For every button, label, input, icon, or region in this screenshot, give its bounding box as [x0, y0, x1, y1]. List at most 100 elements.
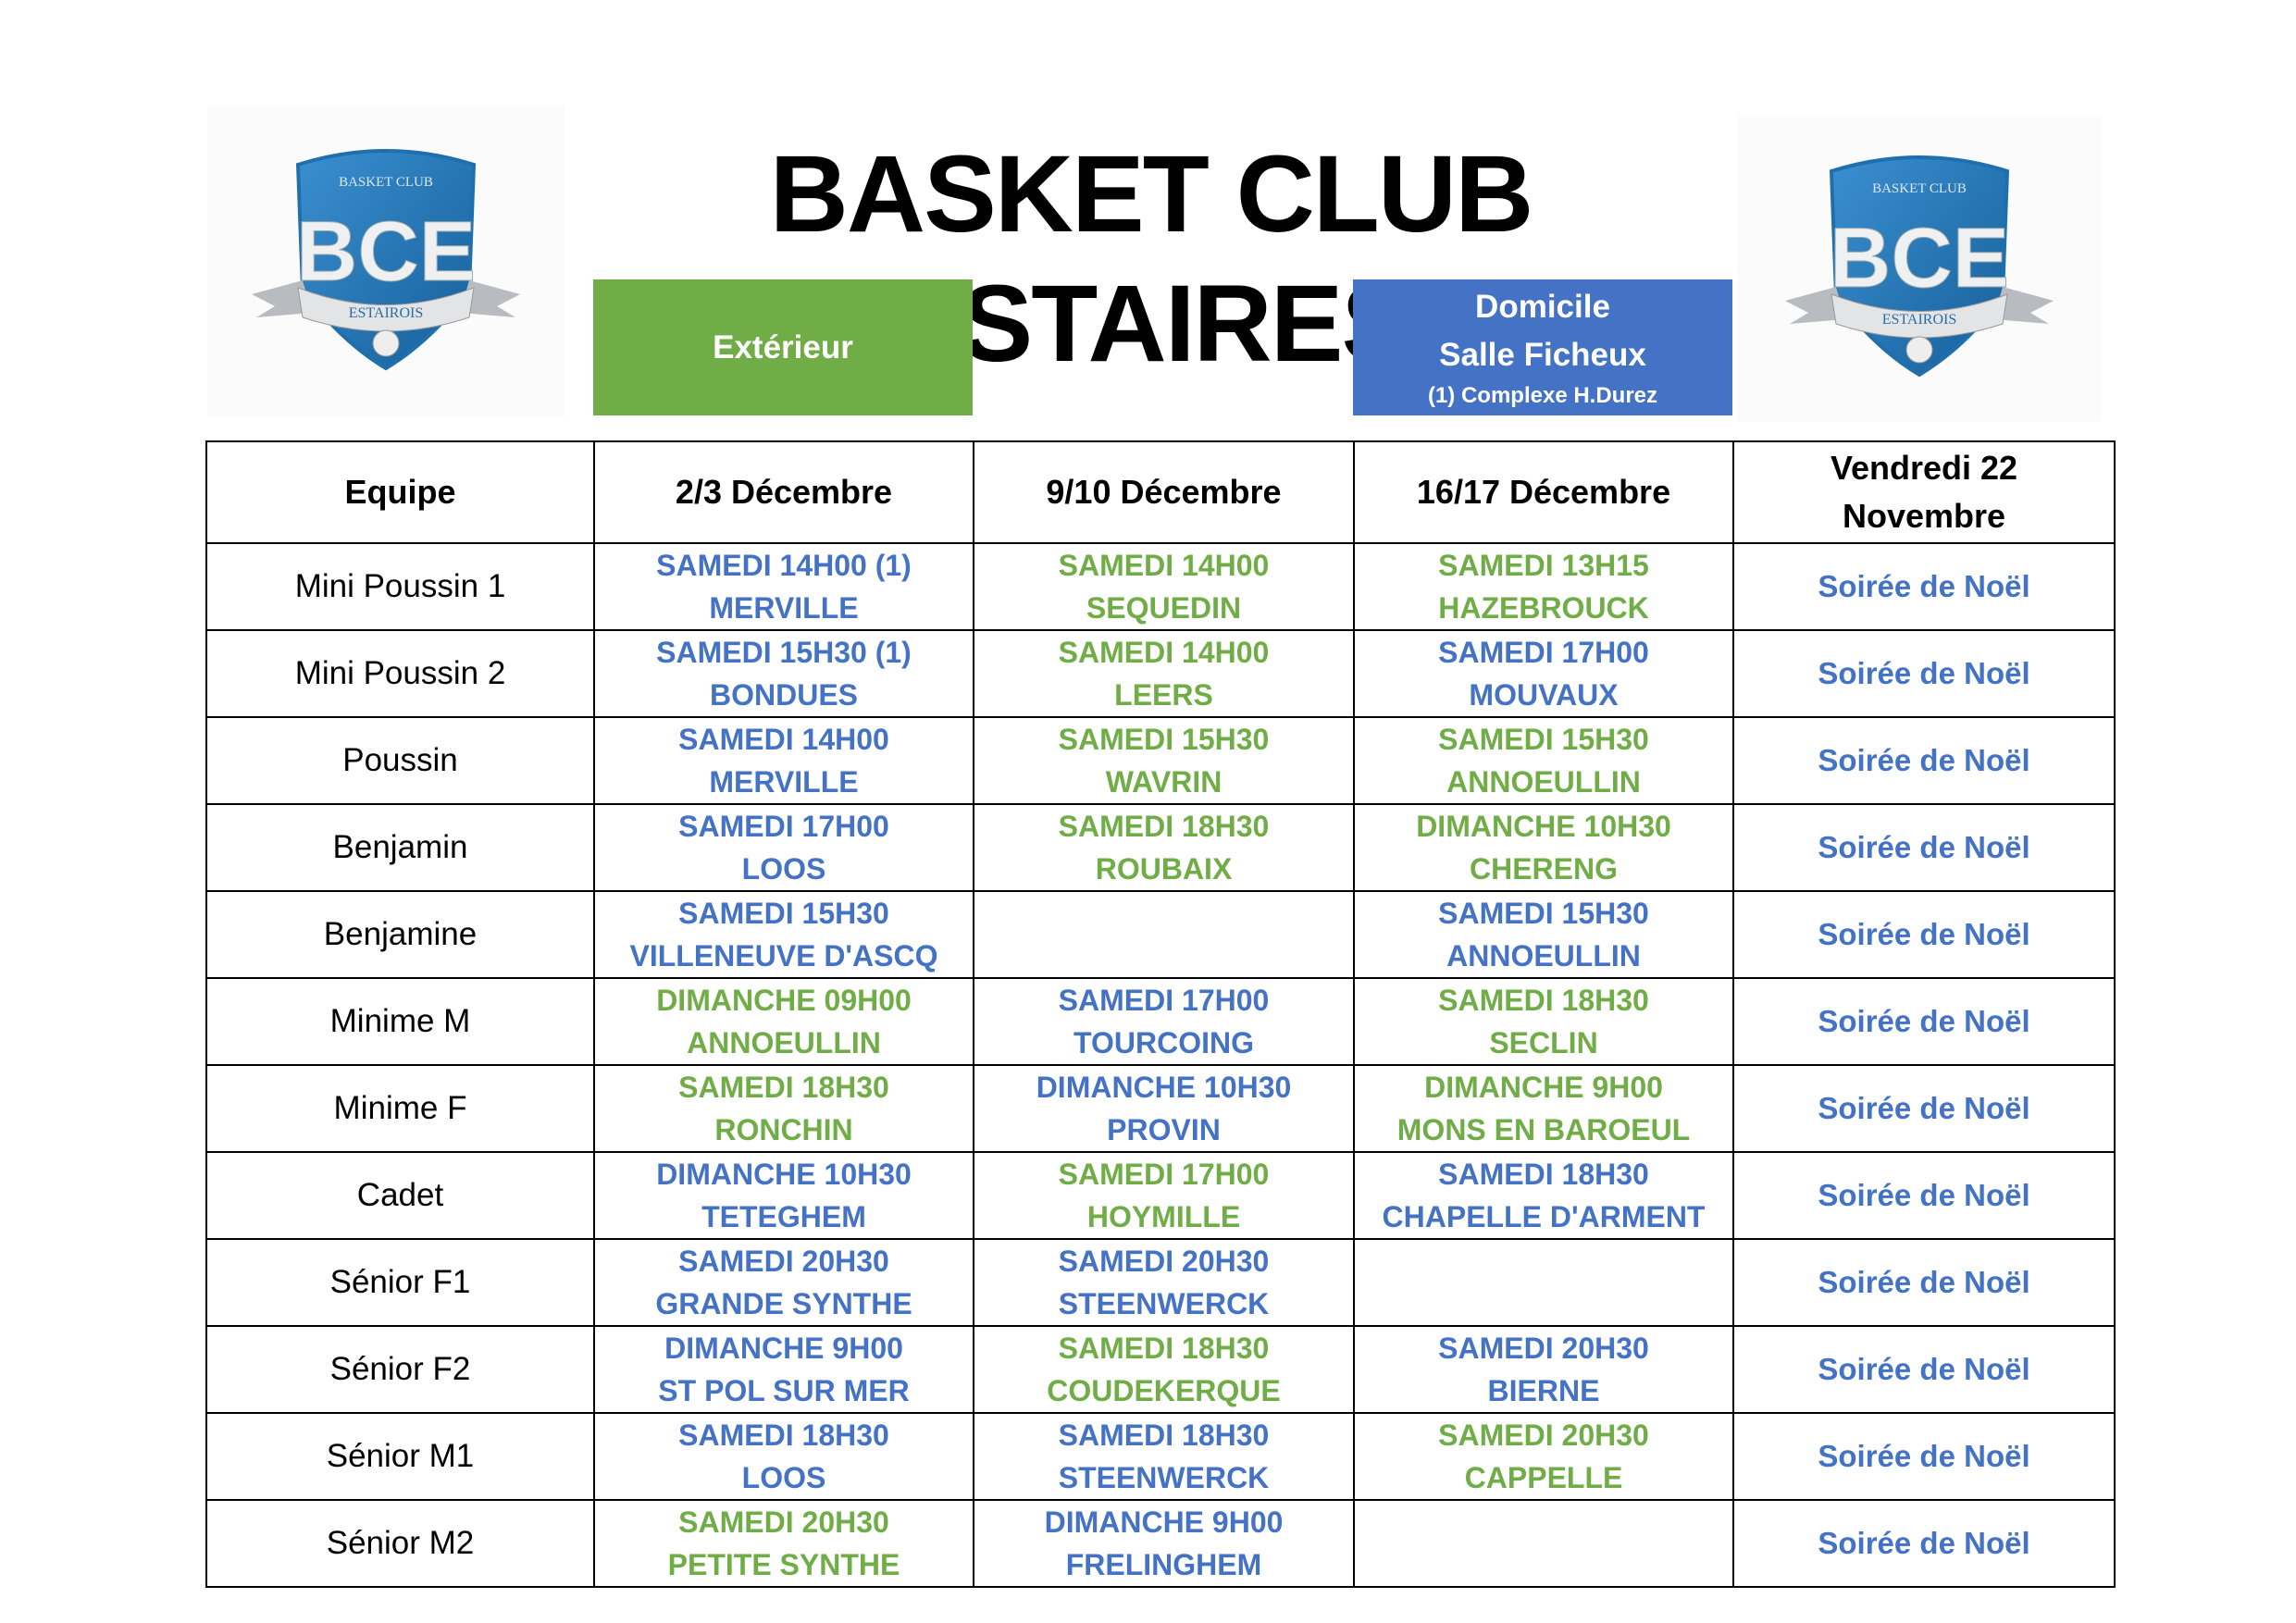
event-cell: Soirée de Noël: [1732, 1151, 2116, 1240]
event-cell: Soirée de Noël: [1732, 1238, 2116, 1327]
club-logo-left: BASKET CLUB BCE ESTAIROIS: [207, 106, 565, 416]
match-cell-away: SAMEDI 18H30 SECLIN: [1353, 977, 1734, 1066]
match-time: SAMEDI 17H00: [678, 810, 889, 843]
team-name: Sénior M2: [205, 1499, 595, 1588]
table-row: Sénior F2 DIMANCHE 9H00 ST POL SUR MER S…: [205, 1325, 2116, 1414]
match-time: SAMEDI 18H30: [1058, 1419, 1270, 1452]
match-opponent: MOUVAUX: [1469, 678, 1619, 712]
table-row: Sénior F1 SAMEDI 20H30 GRANDE SYNTHE SAM…: [205, 1238, 2116, 1327]
match-cell-away: SAMEDI 20H30 PETITE SYNTHE: [593, 1499, 974, 1588]
match-opponent: ROUBAIX: [1095, 852, 1233, 886]
match-time: SAMEDI 15H30: [1058, 723, 1270, 756]
shield-logo-icon: BASKET CLUB BCE ESTAIROIS: [1784, 155, 2054, 378]
match-time: SAMEDI 15H30: [678, 897, 889, 930]
table-row: Benjamine SAMEDI 15H30 VILLENEUVE D'ASCQ…: [205, 890, 2116, 979]
match-cell-away: SAMEDI 13H15 HAZEBROUCK: [1353, 542, 1734, 631]
match-time: SAMEDI 18H30: [1058, 810, 1270, 843]
match-time: DIMANCHE 10H30: [656, 1158, 912, 1191]
match-time: SAMEDI 20H30: [1058, 1245, 1270, 1278]
match-opponent: PROVIN: [1107, 1113, 1221, 1146]
match-cell-home: SAMEDI 15H30 ANNOEULLIN: [1353, 890, 1734, 979]
match-cell-home: SAMEDI 18H30 LOOS: [593, 1412, 974, 1501]
legend-home: Domicile Salle Ficheux (1) Complexe H.Du…: [1353, 279, 1732, 415]
match-time: SAMEDI 20H30: [678, 1245, 889, 1278]
shield-logo-icon: BASKET CLUB BCE ESTAIROIS: [252, 148, 520, 370]
header-date-3: 16/17 Décembre: [1353, 440, 1734, 544]
match-opponent: WAVRIN: [1105, 765, 1222, 799]
match-time: SAMEDI 14H00 (1): [656, 549, 912, 582]
match-cell-home: SAMEDI 20H30 GRANDE SYNTHE: [593, 1238, 974, 1327]
match-opponent: CAPPELLE: [1464, 1461, 1623, 1494]
table-row: Minime M DIMANCHE 09H00 ANNOEULLIN SAMED…: [205, 977, 2116, 1066]
match-cell-home: SAMEDI 17H00 TOURCOING: [973, 977, 1355, 1066]
logo-ribbon-text: ESTAIROIS: [1881, 312, 1956, 328]
match-time: SAMEDI 14H00: [1058, 636, 1270, 669]
match-opponent: PETITE SYNTHE: [667, 1548, 900, 1581]
match-opponent: STEENWERCK: [1058, 1287, 1270, 1320]
match-cell-home: DIMANCHE 9H00 ST POL SUR MER: [593, 1325, 974, 1414]
table-row: Sénior M1 SAMEDI 18H30 LOOS SAMEDI 18H30…: [205, 1412, 2116, 1501]
match-opponent: ST POL SUR MER: [658, 1374, 910, 1407]
event-cell: Soirée de Noël: [1732, 629, 2116, 718]
team-name: Benjamine: [205, 890, 595, 979]
match-time: SAMEDI 15H30 (1): [656, 636, 912, 669]
table-row: Benjamin SAMEDI 17H00 LOOS SAMEDI 18H30 …: [205, 803, 2116, 892]
header-date-2: 9/10 Décembre: [973, 440, 1355, 544]
logo-ribbon-text: ESTAIROIS: [349, 305, 424, 321]
match-time: DIMANCHE 9H00: [664, 1332, 903, 1365]
match-cell-away: SAMEDI 14H00 SEQUEDIN: [973, 542, 1355, 631]
event-cell: Soirée de Noël: [1732, 542, 2116, 631]
match-time: SAMEDI 20H30: [1438, 1332, 1649, 1365]
match-time: SAMEDI 15H30: [1438, 723, 1649, 756]
match-opponent: MERVILLE: [709, 591, 859, 625]
logo-top-text: BASKET CLUB: [1872, 181, 1967, 196]
event-cell: Soirée de Noël: [1732, 1064, 2116, 1153]
table-row: Poussin SAMEDI 14H00 MERVILLE SAMEDI 15H…: [205, 716, 2116, 805]
team-name: Mini Poussin 1: [205, 542, 595, 631]
team-name: Mini Poussin 2: [205, 629, 595, 718]
table-row: Cadet DIMANCHE 10H30 TETEGHEM SAMEDI 17H…: [205, 1151, 2116, 1240]
match-cell-home: DIMANCHE 10H30 PROVIN: [973, 1064, 1355, 1153]
match-opponent: CHERENG: [1469, 852, 1618, 886]
team-name: Minime F: [205, 1064, 595, 1153]
match-opponent: CHAPELLE D'ARMENT: [1382, 1200, 1706, 1233]
team-name: Benjamin: [205, 803, 595, 892]
logo-letters: BCE: [1829, 211, 2008, 305]
schedule-table: Equipe 2/3 Décembre 9/10 Décembre 16/17 …: [205, 440, 2116, 1588]
team-name: Minime M: [205, 977, 595, 1066]
match-time: SAMEDI 13H15: [1438, 549, 1649, 582]
match-cell-empty: [1353, 1499, 1734, 1588]
logo-top-text: BASKET CLUB: [339, 175, 433, 190]
match-opponent: ANNOEULLIN: [1446, 765, 1641, 799]
match-opponent: COUDEKERQUE: [1047, 1374, 1281, 1407]
header-team: Equipe: [205, 440, 595, 544]
match-cell-away: SAMEDI 15H30 ANNOEULLIN: [1353, 716, 1734, 805]
match-cell-home: SAMEDI 14H00 (1) MERVILLE: [593, 542, 974, 631]
match-time: SAMEDI 17H00: [1058, 984, 1270, 1017]
event-cell: Soirée de Noël: [1732, 716, 2116, 805]
legend-away-label: Extérieur: [713, 328, 853, 365]
legend-home-note: (1) Complexe H.Durez: [1427, 382, 1658, 408]
event-cell: Soirée de Noël: [1732, 977, 2116, 1066]
match-opponent: BIERNE: [1487, 1374, 1600, 1407]
match-time: DIMANCHE 10H30: [1036, 1071, 1292, 1104]
match-opponent: SECLIN: [1489, 1026, 1598, 1059]
match-cell-away: SAMEDI 18H30 ROUBAIX: [973, 803, 1355, 892]
match-time: DIMANCHE 10H30: [1416, 810, 1671, 843]
match-time: DIMANCHE 09H00: [656, 984, 912, 1017]
header-date-1: 2/3 Décembre: [593, 440, 974, 544]
match-cell-home: DIMANCHE 10H30 TETEGHEM: [593, 1151, 974, 1240]
match-opponent: GRANDE SYNTHE: [655, 1287, 912, 1320]
match-cell-home: SAMEDI 20H30 STEENWERCK: [973, 1238, 1355, 1327]
header-event-line1: Vendredi 22: [1830, 449, 2018, 487]
match-opponent: LEERS: [1114, 678, 1213, 712]
match-cell-away: SAMEDI 17H00 HOYMILLE: [973, 1151, 1355, 1240]
table-row: Mini Poussin 1 SAMEDI 14H00 (1) MERVILLE…: [205, 542, 2116, 631]
match-cell-empty: [1353, 1238, 1734, 1327]
match-time: SAMEDI 18H30: [1438, 1158, 1649, 1191]
legend-home-label: Domicile: [1475, 288, 1610, 325]
match-cell-home: SAMEDI 20H30 BIERNE: [1353, 1325, 1734, 1414]
match-opponent: MERVILLE: [709, 765, 859, 799]
match-opponent: TETEGHEM: [701, 1200, 866, 1233]
match-cell-home: DIMANCHE 9H00 FRELINGHEM: [973, 1499, 1355, 1588]
